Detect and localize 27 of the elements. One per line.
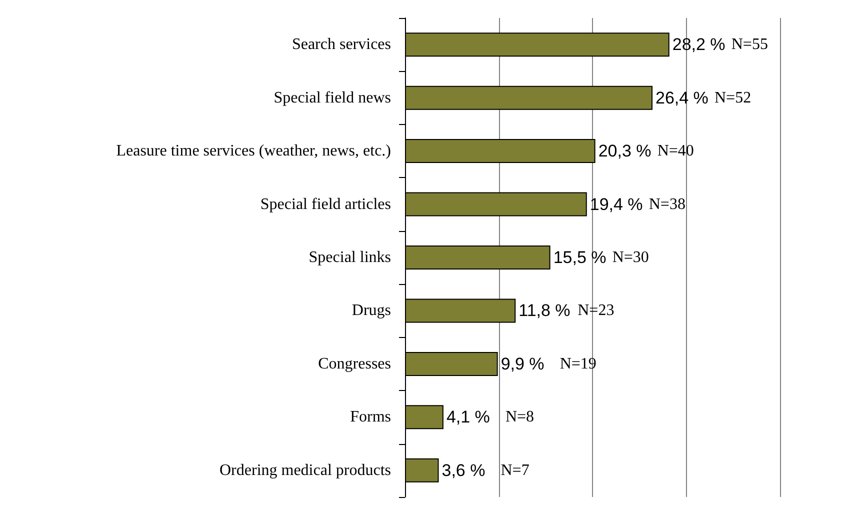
- y-tick-label: Drugs: [352, 302, 391, 320]
- y-tick-label: Ordering medical products: [220, 462, 391, 479]
- annotation: N=40: [657, 142, 694, 160]
- data-label: 9,9 %: [500, 354, 544, 374]
- data-label: 3,6 %: [442, 460, 486, 480]
- data-label: 15,5 %: [553, 248, 606, 267]
- y-tick-label: Special field news: [274, 89, 391, 106]
- annotation: N=8: [505, 408, 534, 426]
- data-label: 26,4 %: [656, 88, 708, 108]
- y-tick-label: Forms: [350, 408, 391, 426]
- annotation: N=55: [731, 36, 768, 54]
- data-label: 19,4 %: [590, 194, 643, 214]
- y-tick-label: Search services: [292, 36, 391, 54]
- annotation: N=19: [560, 355, 596, 372]
- annotation: N=38: [648, 196, 686, 213]
- annotation: N=30: [612, 249, 649, 266]
- data-label: 20,3 %: [598, 142, 652, 161]
- y-tick-label: Special field articles: [260, 196, 391, 213]
- y-tick-label: Congresses: [318, 355, 391, 372]
- data-label: 11,8 %: [518, 301, 570, 320]
- annotation: N=52: [714, 89, 752, 106]
- y-tick-label: Special links: [308, 249, 391, 266]
- annotation: N=23: [578, 302, 614, 320]
- data-label: 28,2 %: [672, 35, 726, 54]
- data-label: 4,1 %: [446, 408, 490, 427]
- y-tick-label: Leasure time services (weather, news, etc.): [116, 142, 391, 160]
- annotation: N=7: [500, 462, 530, 479]
